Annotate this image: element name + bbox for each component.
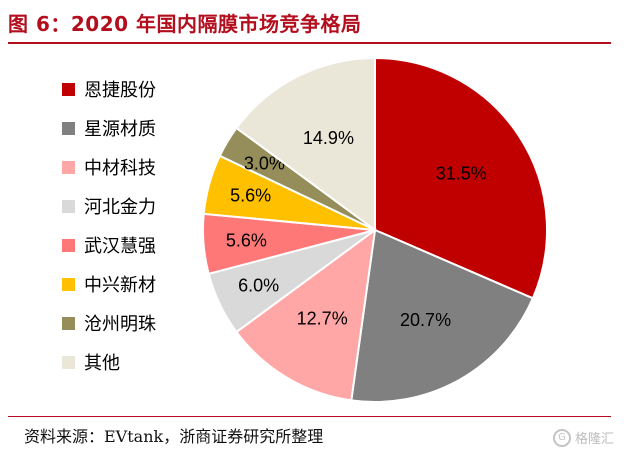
legend-item: 武汉慧强	[62, 234, 156, 257]
legend-label: 其他	[84, 353, 120, 374]
source-divider	[8, 416, 611, 417]
slice-data-label: 6.0%	[238, 276, 279, 296]
legend-item: 中材科技	[62, 156, 156, 179]
pie-slice	[350, 228, 535, 403]
pie-slice	[374, 56, 548, 300]
title-divider	[8, 42, 611, 44]
slice-data-label: 14.9%	[303, 128, 354, 148]
legend-label: 中兴新材	[84, 275, 156, 296]
legend-item: 沧州明珠	[62, 312, 156, 335]
chart-title: 图 6：2020 年国内隔膜市场竞争格局	[8, 12, 362, 36]
legend-swatch	[62, 160, 75, 174]
legend-swatch	[62, 277, 75, 291]
slice-data-label: 5.6%	[226, 231, 267, 251]
legend-swatch	[62, 82, 75, 96]
pie-slice	[235, 56, 376, 232]
legend-item: 星源材质	[62, 117, 156, 140]
legend-label: 恩捷股份	[84, 80, 156, 101]
legend-item: 其他	[62, 351, 120, 374]
source-note: 资料来源：EVtank，浙商证券研究所整理	[24, 427, 324, 446]
watermark-text: 格隆汇	[574, 432, 614, 447]
watermark: G 格隆汇	[552, 428, 614, 447]
legend-label: 中材科技	[84, 158, 156, 179]
legend-label: 河北金力	[84, 197, 156, 218]
legend-swatch	[62, 238, 75, 252]
legend-swatch	[62, 355, 75, 369]
legend-label: 沧州明珠	[84, 314, 156, 335]
legend-swatch	[62, 316, 75, 330]
legend-item: 河北金力	[62, 195, 156, 218]
watermark-logo-icon: G	[552, 428, 571, 447]
legend-swatch	[62, 121, 75, 135]
legend-swatch	[62, 199, 75, 213]
legend-item: 恩捷股份	[62, 78, 156, 101]
slice-data-label: 12.7%	[297, 309, 348, 329]
legend-label: 星源材质	[84, 119, 156, 140]
slice-data-label: 31.5%	[436, 163, 487, 183]
legend-label: 武汉慧强	[84, 236, 156, 257]
legend-item: 中兴新材	[62, 273, 156, 296]
slice-data-label: 3.0%	[244, 154, 285, 174]
slice-data-label: 5.6%	[230, 186, 271, 206]
slice-data-label: 20.7%	[400, 310, 451, 330]
pie-slice	[235, 227, 377, 402]
